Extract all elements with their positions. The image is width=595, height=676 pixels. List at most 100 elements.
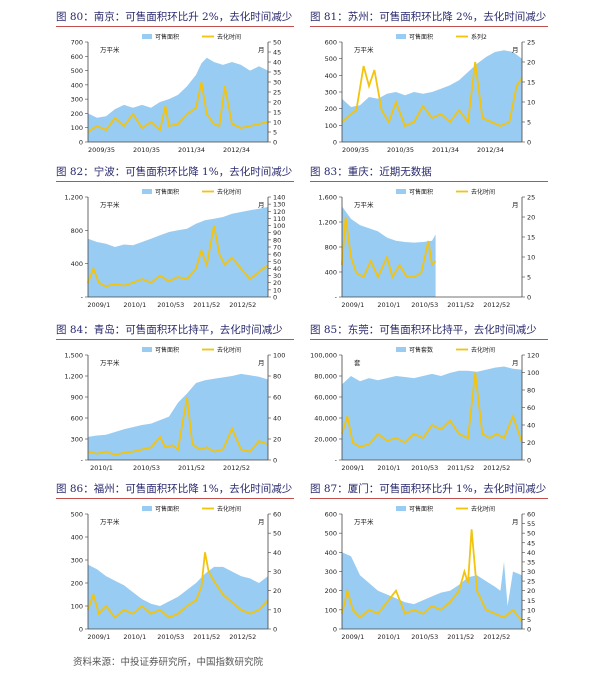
chart-svg: 0 100 200 300 400 500 600 700 0 5 10 15 20 25 30 35 40 45… (71, 33, 282, 154)
right-tick-label: 100 (273, 352, 285, 360)
chart-svg: 0 100 200 300 400 500 0 10 20 30 40 50 60 2009/1 2010/… (71, 505, 282, 641)
figure-caption: 图 80：南京：可售面积环比升 2%，去化时间减少 (56, 11, 293, 23)
left-tick-label: 1,200 (64, 373, 83, 381)
x-tick-label: 2010/53 (411, 301, 438, 309)
left-tick-label: 600 (325, 511, 337, 519)
x-tick-label: 2010/1 (123, 301, 146, 309)
x-tick-label: 2012/34 (477, 146, 504, 154)
left-tick-label: 100 (325, 122, 337, 130)
area-series (88, 207, 268, 297)
caption-rule (56, 26, 294, 27)
left-tick-label: 0 (333, 139, 337, 147)
left-tick-label: 100 (71, 603, 83, 611)
right-tick-label: 110 (273, 215, 285, 223)
x-tick-label: 2009/1 (341, 301, 364, 309)
right-tick-label: 0 (527, 294, 531, 302)
legend-area-swatch (142, 347, 152, 352)
chart-svg: - 400 800 1,200 0102030405060708090100110120… (64, 188, 285, 309)
right-tick-label: 30 (273, 568, 281, 576)
right-tick-label: 60 (527, 511, 535, 519)
legend-area-swatch (142, 34, 152, 39)
legend-area-swatch (396, 34, 406, 39)
right-unit-label: 月 (258, 518, 265, 526)
right-tick-label: 60 (273, 394, 281, 402)
caption-rule (310, 498, 548, 499)
right-tick-label: 40 (273, 415, 281, 423)
left-tick-label: 500 (325, 530, 337, 538)
right-tick-label: 50 (273, 530, 281, 538)
right-tick-label: 120 (527, 352, 539, 360)
left-tick-label: 0 (79, 139, 83, 147)
left-tick-label: 200 (71, 110, 83, 118)
left-tick-label: 600 (71, 415, 83, 423)
area-series (88, 564, 268, 629)
x-tick-label: 2010/1 (90, 464, 113, 472)
right-tick-label: 25 (527, 194, 535, 202)
line-series (341, 372, 523, 448)
line-series (341, 216, 437, 280)
left-tick-label: 0 (79, 626, 83, 634)
right-tick-label: 40 (273, 265, 281, 273)
right-tick-label: 10 (527, 99, 535, 107)
left-tick-label: 100,000 (310, 352, 337, 360)
area-series (342, 50, 522, 142)
area-series (342, 206, 436, 297)
right-tick-label: 20 (527, 59, 535, 67)
legend-area-swatch (142, 506, 152, 511)
figure-caption: 图 83：重庆：近期无数据 (310, 166, 432, 178)
right-tick-label: 10 (273, 606, 281, 614)
area-series (88, 373, 268, 460)
right-tick-label: 30 (273, 272, 281, 280)
chart-panel: 0 100 200 300 400 500 0 10 20 30 40 50 60 2009/1 2010/… (56, 500, 294, 645)
right-tick-label: 100 (273, 222, 285, 230)
legend-area-label: 可售面积 (409, 505, 433, 513)
left-unit-label: 万平米 (100, 358, 120, 367)
left-tick-label: 400 (325, 269, 337, 277)
right-tick-label: 10 (527, 254, 535, 262)
right-tick-label: 40 (273, 59, 281, 67)
right-unit-label: 月 (512, 518, 519, 526)
line-series (341, 529, 523, 622)
right-tick-label: 5 (527, 119, 531, 127)
left-tick-label: 300 (71, 96, 83, 104)
x-tick-label: 2012/52 (223, 464, 250, 472)
left-tick-label: 40,000 (314, 415, 337, 423)
x-tick-label: 2012/52 (229, 301, 256, 309)
caption-rule (310, 339, 548, 340)
x-tick-label: 2010/1 (377, 633, 400, 641)
left-tick-label: 500 (71, 67, 83, 75)
chart-panel: - 300 600 900 1,200 1,500 0 20 40 60 80 100 2010/1 20… (56, 341, 294, 476)
x-tick-label: 2009/1 (341, 464, 364, 472)
right-tick-label: 35 (273, 69, 281, 77)
x-tick-label: 2010/53 (157, 301, 184, 309)
left-unit-label: 万平米 (354, 45, 374, 54)
left-tick-label: 0 (333, 626, 337, 634)
right-tick-label: 55 (527, 520, 535, 528)
left-tick-label: 600 (325, 39, 337, 47)
x-tick-label: 2011/34 (432, 146, 459, 154)
x-tick-label: 2009/35 (342, 146, 369, 154)
left-tick-label: 300 (71, 557, 83, 565)
right-tick-label: 50 (527, 530, 535, 538)
right-tick-label: 130 (273, 201, 285, 209)
chart-panel: 0 100 200 300 400 500 600 0 5 10 15 20 25 30 35 40 45 50 5… (310, 500, 548, 645)
right-tick-label: 10 (527, 606, 535, 614)
chart-svg: - 300 600 900 1,200 1,500 0 20 40 60 80 100 2010/1 20… (64, 346, 285, 472)
left-tick-label: 200 (325, 105, 337, 113)
left-tick-label: 1,500 (64, 352, 83, 360)
legend-line-label: 去化时间 (471, 505, 495, 513)
right-tick-label: 0 (273, 294, 277, 302)
right-tick-label: 25 (273, 89, 281, 97)
legend-area-label: 可售面积 (155, 33, 179, 41)
legend-line-label: 系列2 (471, 33, 487, 41)
left-tick-label: 500 (325, 55, 337, 63)
left-unit-label: 套 (354, 358, 361, 367)
right-tick-label: 0 (527, 457, 531, 465)
left-unit-label: 万平米 (100, 45, 120, 54)
right-tick-label: 20 (527, 587, 535, 595)
right-tick-label: 0 (527, 139, 531, 147)
left-tick-label: 800 (325, 244, 337, 252)
left-tick-label: 400 (325, 549, 337, 557)
figure-caption: 图 84：青岛：可售面积环比持平，去化时间减少 (56, 324, 283, 336)
right-tick-label: 40 (527, 549, 535, 557)
